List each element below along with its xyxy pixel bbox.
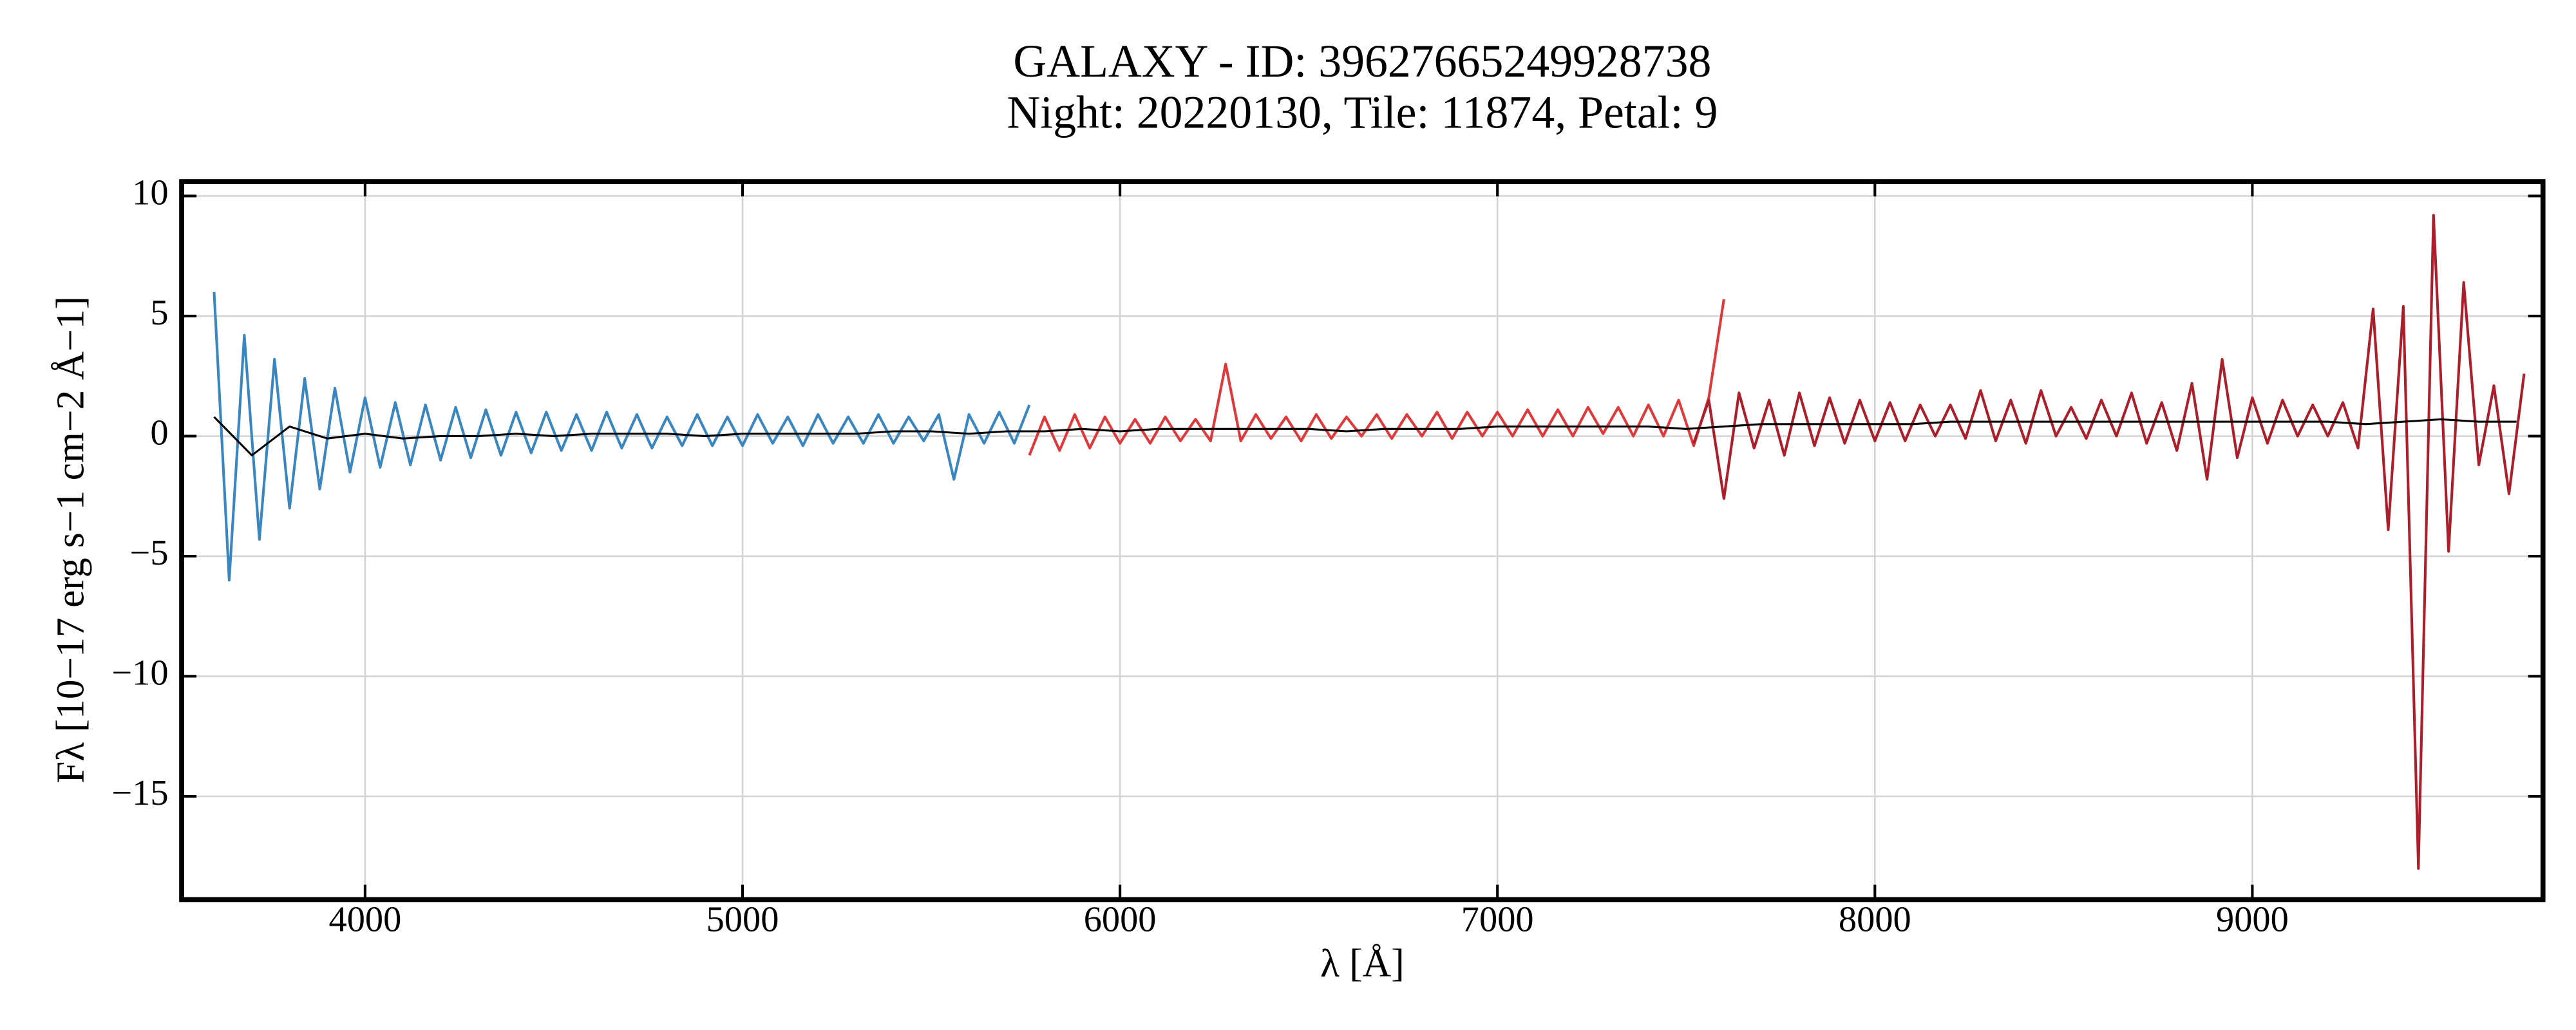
y-tick-label: −5 <box>130 533 169 573</box>
x-axis-label: λ [Å] <box>1320 942 1405 986</box>
y-tick-label: 5 <box>150 293 168 333</box>
y-tick-label: 0 <box>150 413 168 453</box>
plot-area <box>213 214 2526 870</box>
y-axis-label: Fλ [10−17 erg s−1 cm−2 Å−1] <box>49 296 93 783</box>
x-tick-label: 9000 <box>2216 899 2289 939</box>
grid <box>182 182 2543 900</box>
y-tick-label: 10 <box>132 173 168 212</box>
spectrum-line <box>213 292 1031 582</box>
y-tick-label: −15 <box>111 773 168 813</box>
x-tick-label: 5000 <box>706 899 779 939</box>
spectrum-line <box>213 416 2517 456</box>
x-tick-label: 8000 <box>1839 899 1911 939</box>
x-tick-label: 7000 <box>1461 899 1534 939</box>
spectrum-line <box>1028 299 1725 456</box>
chart-title: GALAXY - ID: 39627665249928738 <box>1013 35 1711 87</box>
spectrum-line <box>1692 214 2526 870</box>
x-tick-label: 4000 <box>328 899 401 939</box>
axes-frame <box>179 179 2546 903</box>
chart-subtitle: Night: 20220130, Tile: 11874, Petal: 9 <box>1007 87 1718 138</box>
x-tick-label: 6000 <box>1084 899 1157 939</box>
y-tick-label: −10 <box>111 653 168 693</box>
